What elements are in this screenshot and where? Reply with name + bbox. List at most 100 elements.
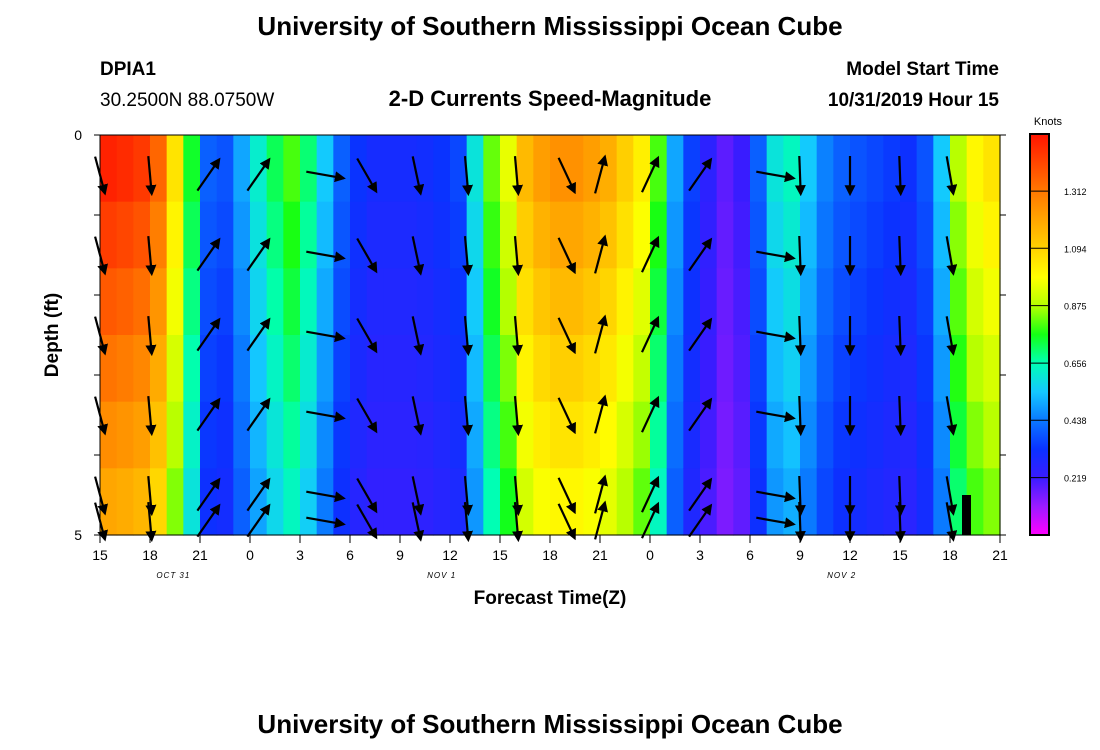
current-arrow [462, 236, 474, 277]
heatmap-cell [833, 135, 851, 203]
heatmap-cell [650, 201, 668, 269]
heatmap-cell [183, 468, 201, 536]
heatmap-cell [766, 135, 784, 203]
heatmap-cell [983, 135, 1001, 203]
current-arrow [945, 502, 958, 542]
heatmap-cell [933, 335, 951, 403]
heatmap-cell [433, 401, 451, 469]
current-arrow [411, 236, 425, 276]
current-arrow [641, 475, 660, 513]
heatmap-cell [533, 401, 551, 469]
heatmap-cell [550, 401, 568, 469]
current-arrow [641, 395, 660, 433]
heatmap-cell [316, 268, 334, 336]
heatmap-cell [683, 201, 701, 269]
current-arrow [557, 317, 576, 355]
heatmap-cell [916, 201, 934, 269]
current-arrow [894, 155, 906, 197]
heatmap-cell [950, 401, 968, 469]
heatmap-cell [916, 335, 934, 403]
heatmap-cell [366, 268, 384, 336]
heatmap-cell [500, 335, 518, 403]
current-arrow [894, 235, 906, 277]
heatmap-cell [250, 335, 268, 403]
heatmap-cell [433, 268, 451, 336]
heatmap-cell [883, 201, 901, 269]
heatmap-cell [766, 468, 784, 536]
heatmap-cell [483, 201, 501, 269]
heatmap-cell [333, 335, 351, 403]
current-arrow [306, 250, 346, 263]
heatmap-cell [316, 135, 334, 203]
heatmap-cell [216, 401, 234, 469]
heatmap-cell [466, 201, 484, 269]
heatmap-cell [883, 268, 901, 336]
date-label: NOV 1 [427, 571, 456, 580]
heatmap-cell [300, 468, 318, 536]
heatmap-cell [733, 335, 751, 403]
current-arrow [462, 502, 474, 543]
heatmap-cell [983, 401, 1001, 469]
x-tick-label: 18 [142, 547, 158, 563]
heatmap-cell [866, 268, 884, 336]
heatmap-cell [683, 335, 701, 403]
colorbar-unit: Knots [1034, 116, 1063, 128]
heatmap-cell [966, 268, 984, 336]
heatmap-cell [933, 401, 951, 469]
current-arrow [196, 237, 221, 272]
heatmap-cell [600, 335, 618, 403]
heatmap-cell [483, 135, 501, 203]
current-arrow [945, 476, 958, 516]
current-arrow [411, 476, 425, 516]
current-arrow [594, 394, 608, 434]
heatmap-cell [400, 201, 418, 269]
heatmap-cell [616, 468, 634, 536]
heatmap-cell [250, 135, 268, 203]
current-arrow [246, 237, 271, 272]
current-arrow [594, 474, 608, 514]
heatmap-cell [800, 135, 818, 203]
heatmap-cell [166, 135, 184, 203]
heatmap-cell [550, 335, 568, 403]
current-arrow [411, 502, 425, 542]
colorbar-tick-label: 0.656 [1064, 359, 1087, 369]
heatmap-cell [233, 268, 251, 336]
current-arrow [145, 156, 157, 197]
heatmap-cell [466, 335, 484, 403]
heatmap-cell [316, 201, 334, 269]
heatmap-cell [900, 401, 918, 469]
heatmap-cell [366, 335, 384, 403]
heatmap-cell [333, 401, 351, 469]
current-arrow [356, 397, 378, 434]
heatmap-cell [233, 468, 251, 536]
x-tick-label: 18 [542, 547, 558, 563]
heatmap-cell [566, 268, 584, 336]
heatmap-cell [766, 335, 784, 403]
heatmap-cell [116, 401, 134, 469]
heatmap-cell [800, 468, 818, 536]
heatmap-cell [816, 268, 834, 336]
current-arrow [196, 503, 221, 538]
heatmap-cell [616, 135, 634, 203]
heatmap-cell [650, 401, 668, 469]
heatmap-cell [716, 135, 734, 203]
current-arrow [688, 237, 713, 272]
colorbar-ticks: 1.312 1.094 0.875 0.656 0.438 0.219 [1030, 187, 1087, 484]
heatmap-cell [366, 401, 384, 469]
heatmap-cell [316, 335, 334, 403]
current-arrow [756, 490, 796, 503]
heatmap-cell [383, 401, 401, 469]
heatmap-cell [983, 201, 1001, 269]
heatmap-cell [150, 335, 168, 403]
heatmap-cell [600, 468, 618, 536]
heatmap-cell [383, 468, 401, 536]
heatmap-cell [450, 201, 468, 269]
heatmap-cell [816, 201, 834, 269]
current-arrow [945, 236, 958, 276]
heatmap-cell [533, 468, 551, 536]
heatmap-cell [200, 335, 218, 403]
heatmap-cell [450, 335, 468, 403]
current-arrow [756, 330, 796, 343]
heatmap-cell [216, 201, 234, 269]
